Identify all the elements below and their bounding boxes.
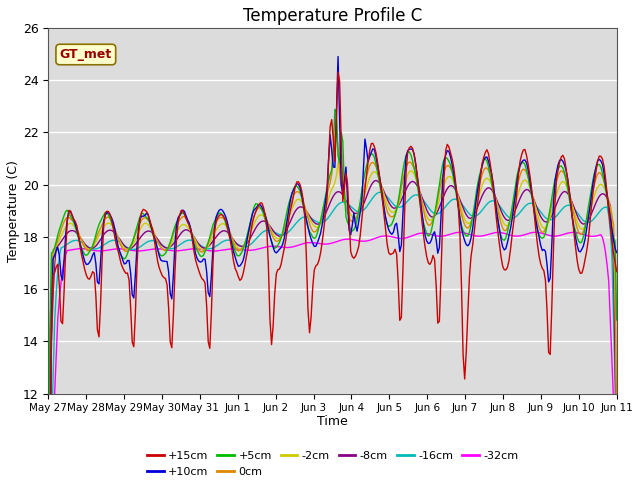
-2cm	[243, 240, 250, 246]
-32cm	[114, 246, 122, 252]
0cm	[293, 189, 301, 194]
Y-axis label: Temperature (C): Temperature (C)	[7, 160, 20, 262]
-8cm	[583, 220, 591, 226]
Text: GT_met: GT_met	[60, 48, 112, 61]
+5cm	[583, 216, 591, 221]
-32cm	[613, 476, 621, 480]
-32cm	[583, 233, 591, 239]
-2cm	[233, 244, 241, 250]
+5cm	[243, 236, 250, 242]
+15cm	[114, 248, 122, 253]
+5cm	[214, 212, 221, 218]
0cm	[613, 427, 621, 433]
0cm	[333, 130, 340, 135]
-32cm	[293, 243, 301, 249]
-32cm	[243, 247, 250, 253]
Line: -16cm: -16cm	[48, 192, 617, 480]
+10cm	[233, 260, 241, 265]
Line: +15cm: +15cm	[48, 72, 617, 480]
+10cm	[214, 210, 221, 216]
-2cm	[214, 225, 221, 230]
-16cm	[583, 219, 591, 225]
-16cm	[243, 244, 250, 250]
+5cm	[293, 183, 301, 189]
-8cm	[233, 241, 241, 247]
+10cm	[114, 243, 122, 249]
+15cm	[214, 215, 221, 220]
-16cm	[114, 239, 122, 244]
0cm	[583, 218, 591, 224]
-8cm	[114, 234, 122, 240]
Title: Temperature Profile C: Temperature Profile C	[243, 7, 422, 25]
+15cm	[243, 254, 250, 260]
-2cm	[336, 157, 344, 163]
Line: -8cm: -8cm	[48, 180, 617, 480]
0cm	[243, 238, 250, 243]
-8cm	[214, 232, 221, 238]
+15cm	[233, 269, 241, 275]
+10cm	[243, 242, 250, 248]
Legend: +15cm, +10cm, +5cm, 0cm, -2cm, -8cm, -16cm, -32cm: +15cm, +10cm, +5cm, 0cm, -2cm, -8cm, -16…	[143, 447, 523, 480]
Line: -32cm: -32cm	[48, 232, 617, 480]
+10cm	[613, 250, 621, 255]
-32cm	[214, 248, 221, 253]
+5cm	[331, 107, 339, 112]
-2cm	[613, 415, 621, 420]
+5cm	[613, 317, 621, 323]
+10cm	[583, 227, 591, 232]
-16cm	[377, 189, 385, 195]
+15cm	[293, 179, 301, 185]
-32cm	[532, 229, 540, 235]
-8cm	[243, 241, 250, 247]
Line: +5cm: +5cm	[48, 109, 617, 480]
-32cm	[233, 246, 241, 252]
Line: 0cm: 0cm	[48, 132, 617, 480]
-8cm	[372, 178, 380, 183]
-16cm	[293, 219, 301, 225]
0cm	[214, 217, 221, 223]
0cm	[233, 247, 241, 253]
+15cm	[334, 69, 342, 75]
+10cm	[334, 54, 342, 60]
X-axis label: Time: Time	[317, 415, 348, 428]
+10cm	[293, 181, 301, 187]
-2cm	[114, 234, 122, 240]
+5cm	[233, 252, 241, 258]
Line: +10cm: +10cm	[48, 57, 617, 480]
-8cm	[613, 459, 621, 465]
+15cm	[613, 269, 621, 275]
-2cm	[293, 197, 301, 203]
+15cm	[583, 249, 591, 254]
+5cm	[114, 245, 122, 251]
-16cm	[214, 242, 221, 248]
-16cm	[613, 441, 621, 446]
0cm	[114, 236, 122, 241]
-8cm	[293, 206, 301, 212]
Line: -2cm: -2cm	[48, 160, 617, 480]
-2cm	[583, 220, 591, 226]
-16cm	[233, 241, 241, 247]
